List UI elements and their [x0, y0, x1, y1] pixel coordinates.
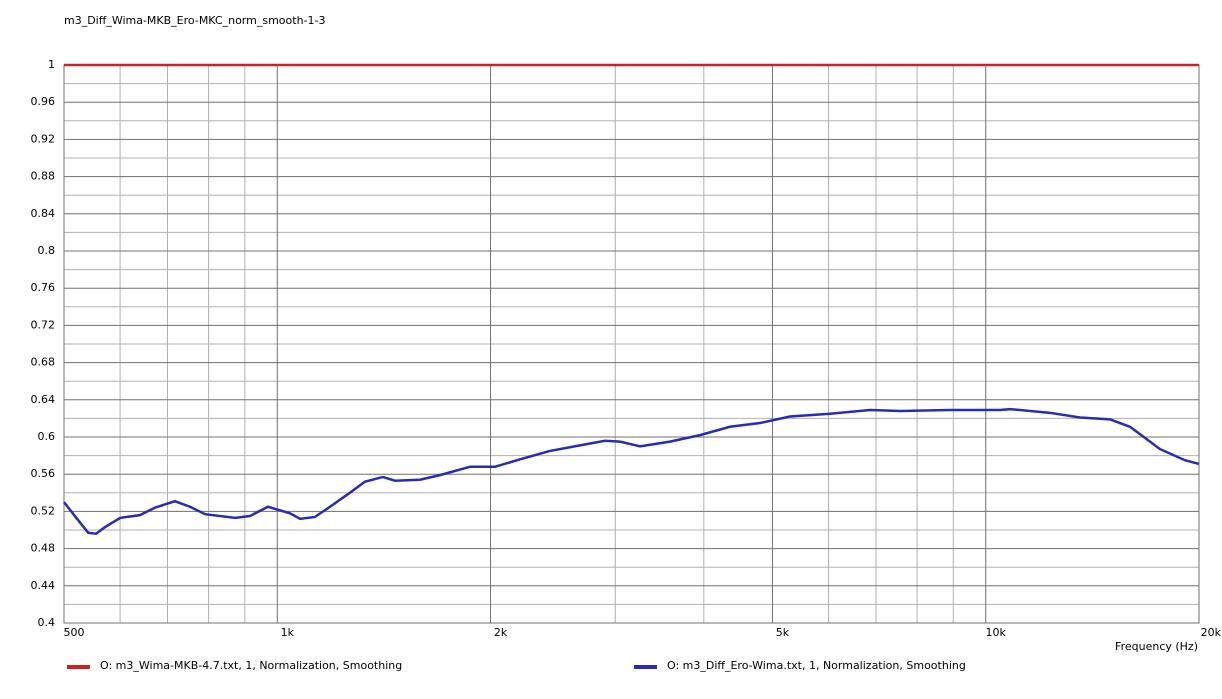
y-tick-label: 0.92	[31, 132, 56, 145]
x-tick-label: 2k	[494, 626, 508, 639]
x-axis-label: Frequency (Hz)	[1115, 640, 1198, 653]
y-tick-label: 0.44	[31, 579, 56, 592]
y-tick-label: 1	[48, 58, 55, 71]
y-tick-label: 0.68	[31, 356, 56, 369]
y-tick-label: 0.96	[31, 95, 56, 108]
y-tick-label: 0.48	[31, 542, 56, 555]
y-tick-label: 0.88	[31, 170, 56, 183]
x-tick-label: 20k	[1201, 626, 1222, 639]
y-tick-label: 0.84	[31, 207, 56, 220]
legend-label: O: m3_Wima-MKB-4.7.txt, 1, Normalization…	[100, 659, 402, 672]
y-tick-label: 0.4	[38, 616, 56, 629]
chart-title: m3_Diff_Wima-MKB_Ero-MKC_norm_smooth-1-3	[64, 14, 325, 27]
y-tick-label: 0.52	[31, 504, 56, 517]
x-tick-label: 5k	[776, 626, 790, 639]
x-tick-label: 1k	[281, 626, 295, 639]
y-tick-label: 0.8	[38, 244, 56, 257]
y-tick-label: 0.72	[31, 318, 56, 331]
y-tick-label: 0.64	[31, 393, 56, 406]
y-tick-label: 0.76	[31, 281, 56, 294]
legend-label: O: m3_Diff_Ero-Wima.txt, 1, Normalizatio…	[667, 659, 966, 672]
y-tick-label: 0.6	[38, 430, 56, 443]
data-line	[63, 407, 1200, 536]
x-tick-label: 10k	[986, 626, 1007, 639]
x-tick-label: 500	[64, 626, 85, 639]
y-tick-label: 0.56	[31, 467, 56, 480]
